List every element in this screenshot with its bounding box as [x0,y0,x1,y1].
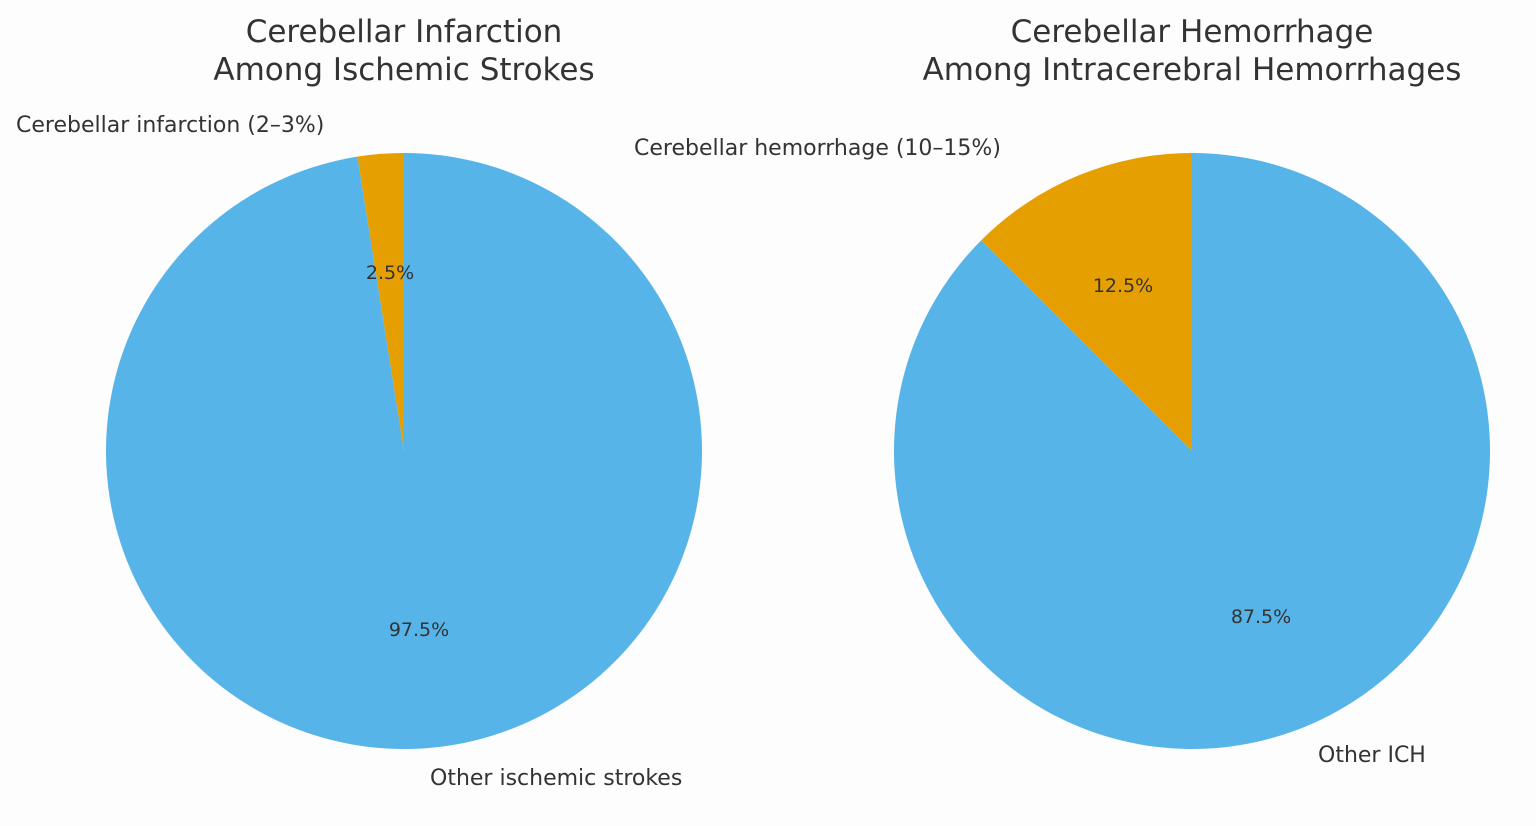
slice-other-ich [894,153,1490,749]
slice-cerebellar-infarction [357,153,404,451]
chart-title-line-1: Cerebellar Hemorrhage [1011,14,1374,50]
slice-label-other-ich: Other ICH [1318,743,1426,768]
slice-label-cerebellar-infarction: Cerebellar infarction (2–3%) [16,113,324,138]
pie-chart-ich: Cerebellar Hemorrhage Among Intracerebra… [634,14,1490,768]
slice-pct-cerebellar-hemorrhage: 12.5% [1093,275,1153,297]
pie-slices [105,153,702,749]
slice-pct-other-ich: 87.5% [1231,606,1291,628]
slice-label-other-ischemic: Other ischemic strokes [430,766,682,791]
pie-slices [894,153,1490,749]
slice-label-cerebellar-hemorrhage: Cerebellar hemorrhage (10–15%) [634,136,1001,161]
slice-cerebellar-hemorrhage [981,153,1192,451]
slice-pct-other-ischemic: 97.5% [389,619,449,641]
chart-title-line-1: Cerebellar Infarction [246,14,563,50]
slice-pct-cerebellar-infarction: 2.5% [366,262,414,284]
pie-chart-ischemic: Cerebellar Infarction Among Ischemic Str… [16,14,702,791]
slice-other-ischemic [105,153,702,749]
chart-title-line-2: Among Ischemic Strokes [213,52,594,88]
chart-title-line-2: Among Intracerebral Hemorrhages [923,52,1462,88]
